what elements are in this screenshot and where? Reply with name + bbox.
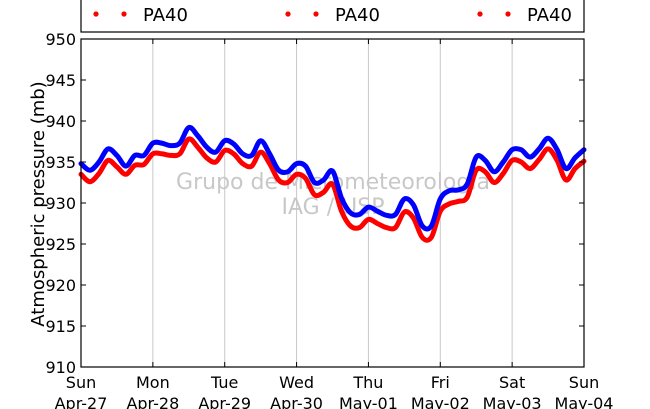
x-tick-label: Tue: [210, 373, 238, 392]
y-tick-label: 910: [45, 358, 76, 377]
legend-marker: [93, 11, 99, 17]
legend-marker: [505, 11, 511, 17]
x-tick-label: Thu: [352, 373, 383, 392]
y-tick-label: 940: [45, 112, 76, 131]
legend-entry: PA40: [477, 5, 572, 26]
y-tick-label: 945: [45, 71, 76, 90]
y-tick-label: 920: [45, 276, 76, 295]
y-tick-label: 950: [45, 30, 76, 49]
x-tick-label: Sun: [569, 373, 599, 392]
legend-marker: [477, 11, 483, 17]
legend-marker: [121, 11, 127, 17]
y-axis-label: Atmospheric pressure (mb): [28, 81, 49, 326]
legend-label: PA40: [143, 5, 188, 26]
x-tick-label: May-02: [411, 394, 470, 409]
x-tick-label: Fri: [431, 373, 450, 392]
series-layer: [78, 124, 587, 243]
x-tick-label: Mon: [136, 373, 170, 392]
legend: PA40 PA40 PA40: [80, 0, 585, 33]
x-axis: Sun Apr-27 Mon Apr-28 Tue Apr-29 Wed Apr-30 Thu M…: [55, 39, 614, 409]
x-tick-label: Sat: [499, 373, 525, 392]
y-tick-label: 935: [45, 153, 76, 172]
x-tick-label: May-01: [339, 394, 398, 409]
plot-area: [81, 39, 584, 367]
series-line-red: [78, 136, 587, 243]
x-tick-label: Apr-30: [270, 394, 323, 409]
y-axis: 910 915 920 925 930 935 940 945 950: [45, 30, 584, 377]
x-tick-label: Wed: [279, 373, 314, 392]
legend-entry: PA40: [285, 5, 380, 26]
legend-marker: [285, 11, 291, 17]
x-tick-label: Apr-27: [55, 394, 108, 409]
legend-label: PA40: [527, 5, 572, 26]
legend-label: PA40: [335, 5, 380, 26]
legend-box: [80, 0, 585, 33]
y-tick-label: 925: [45, 235, 76, 254]
x-tick-label: May-04: [555, 394, 614, 409]
x-tick-label: Apr-28: [126, 394, 179, 409]
y-tick-label: 930: [45, 194, 76, 213]
legend-marker: [313, 11, 319, 17]
y-tick-label: 915: [45, 317, 76, 336]
x-tick-label: Apr-29: [198, 394, 251, 409]
x-tick-label: May-03: [483, 394, 542, 409]
legend-entry: PA40: [93, 5, 188, 26]
x-tick-label: Sun: [66, 373, 96, 392]
series-line-blue: [78, 124, 587, 232]
